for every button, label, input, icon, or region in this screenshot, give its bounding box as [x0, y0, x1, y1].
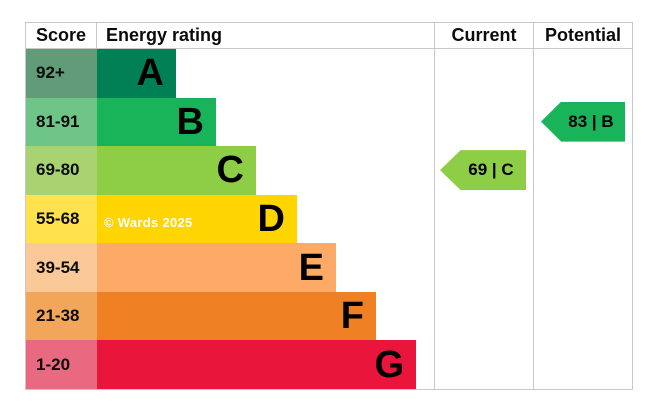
- table-body: 92+ A 81-91 B 69-80 C 55-68 D 39-54 E 21…: [26, 49, 632, 389]
- band-letter: D: [257, 197, 285, 240]
- current-arrow-label: 69 | C: [468, 160, 514, 180]
- band-bar: B: [97, 97, 216, 147]
- header-score: Score: [26, 23, 97, 48]
- epc-rating-table: Score Energy rating Current Potential 92…: [25, 22, 633, 390]
- band-letter: E: [298, 246, 324, 289]
- band-row: 69-80 C: [26, 146, 434, 195]
- band-bar: D: [97, 194, 297, 244]
- band-letter: F: [340, 295, 364, 338]
- potential-arrow: 83 | B: [541, 101, 625, 142]
- header-current: Current: [434, 23, 533, 48]
- header-energy-rating: Energy rating: [106, 25, 223, 45]
- band-row: 81-91 B: [26, 97, 434, 147]
- band-bar: A: [97, 49, 176, 98]
- wards-watermark: © Wards 2025: [104, 215, 193, 230]
- current-arrow: 69 | C: [440, 150, 526, 191]
- band-rows: 92+ A 81-91 B 69-80 C 55-68 D 39-54 E 21…: [26, 49, 434, 389]
- header-potential: Potential: [533, 23, 632, 48]
- band-row: 55-68 D: [26, 194, 434, 244]
- potential-arrow-label: 83 | B: [568, 111, 614, 131]
- band-score: 69-80: [26, 146, 97, 195]
- band-letter: C: [216, 149, 244, 192]
- band-letter: B: [176, 100, 204, 143]
- band-score: 21-38: [26, 291, 97, 341]
- band-bar: F: [97, 291, 376, 341]
- band-bar: E: [97, 243, 336, 292]
- band-bar: C: [97, 146, 256, 195]
- band-row: 92+ A: [26, 49, 434, 98]
- band-score: 92+: [26, 49, 97, 98]
- band-row: 39-54 E: [26, 243, 434, 292]
- potential-column: 83 | B: [533, 49, 632, 389]
- band-score: 1-20: [26, 340, 97, 389]
- band-score: 39-54: [26, 243, 97, 292]
- current-column: 69 | C: [434, 49, 533, 389]
- band-score: 81-91: [26, 97, 97, 147]
- band-bar: G: [97, 340, 416, 389]
- band-score: 55-68: [26, 194, 97, 244]
- band-row: 21-38 F: [26, 291, 434, 341]
- band-letter: G: [374, 343, 404, 386]
- table-header: Score Energy rating Current Potential: [26, 23, 632, 49]
- band-row: 1-20 G: [26, 340, 434, 389]
- band-letter: A: [136, 52, 164, 95]
